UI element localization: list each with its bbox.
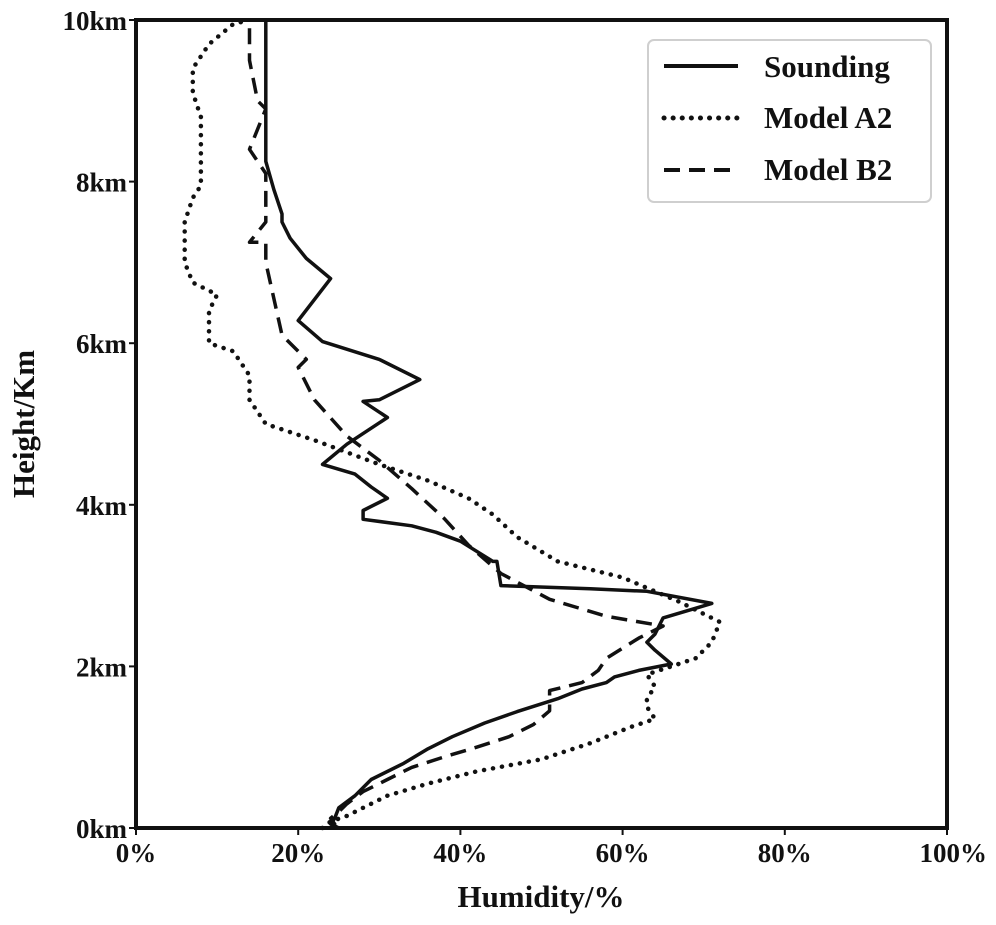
- legend: Sounding Model A2 Model B2: [647, 39, 932, 203]
- plot-area-frame: [134, 18, 949, 830]
- y-tick-label: 2km: [76, 652, 128, 682]
- legend-label-model-a2: Model A2: [764, 100, 892, 135]
- x-tick-label: 40%: [433, 838, 487, 868]
- y-axis-title: Height/Km: [6, 350, 41, 498]
- y-tick-label: 6km: [76, 329, 128, 359]
- x-axis-title: Humidity/%: [457, 879, 624, 914]
- y-tick-label: 10km: [62, 6, 127, 36]
- legend-label-model-b2: Model B2: [764, 152, 892, 187]
- x-tick-label: 60%: [596, 838, 650, 868]
- x-tick-label: 80%: [758, 838, 812, 868]
- x-tick-label: 0%: [116, 838, 157, 868]
- series-line-sounding: [264, 20, 714, 830]
- series-line-model-a2: [182, 17, 723, 831]
- legend-box: [647, 39, 932, 203]
- y-tick-label: 0km: [76, 814, 128, 844]
- series-line-model-b2: [247, 20, 665, 830]
- legend-label-sounding: Sounding: [764, 49, 890, 84]
- axis-ticks: 0% 20% 40% 60% 80% 100% 0km 2km 4km 6km 8km 10km: [62, 6, 987, 868]
- x-tick-label: 100%: [920, 838, 988, 868]
- y-tick-label: 8km: [76, 168, 128, 198]
- x-tick-label: 20%: [271, 838, 325, 868]
- series-layer: [182, 17, 723, 831]
- y-tick-label: 4km: [76, 491, 128, 521]
